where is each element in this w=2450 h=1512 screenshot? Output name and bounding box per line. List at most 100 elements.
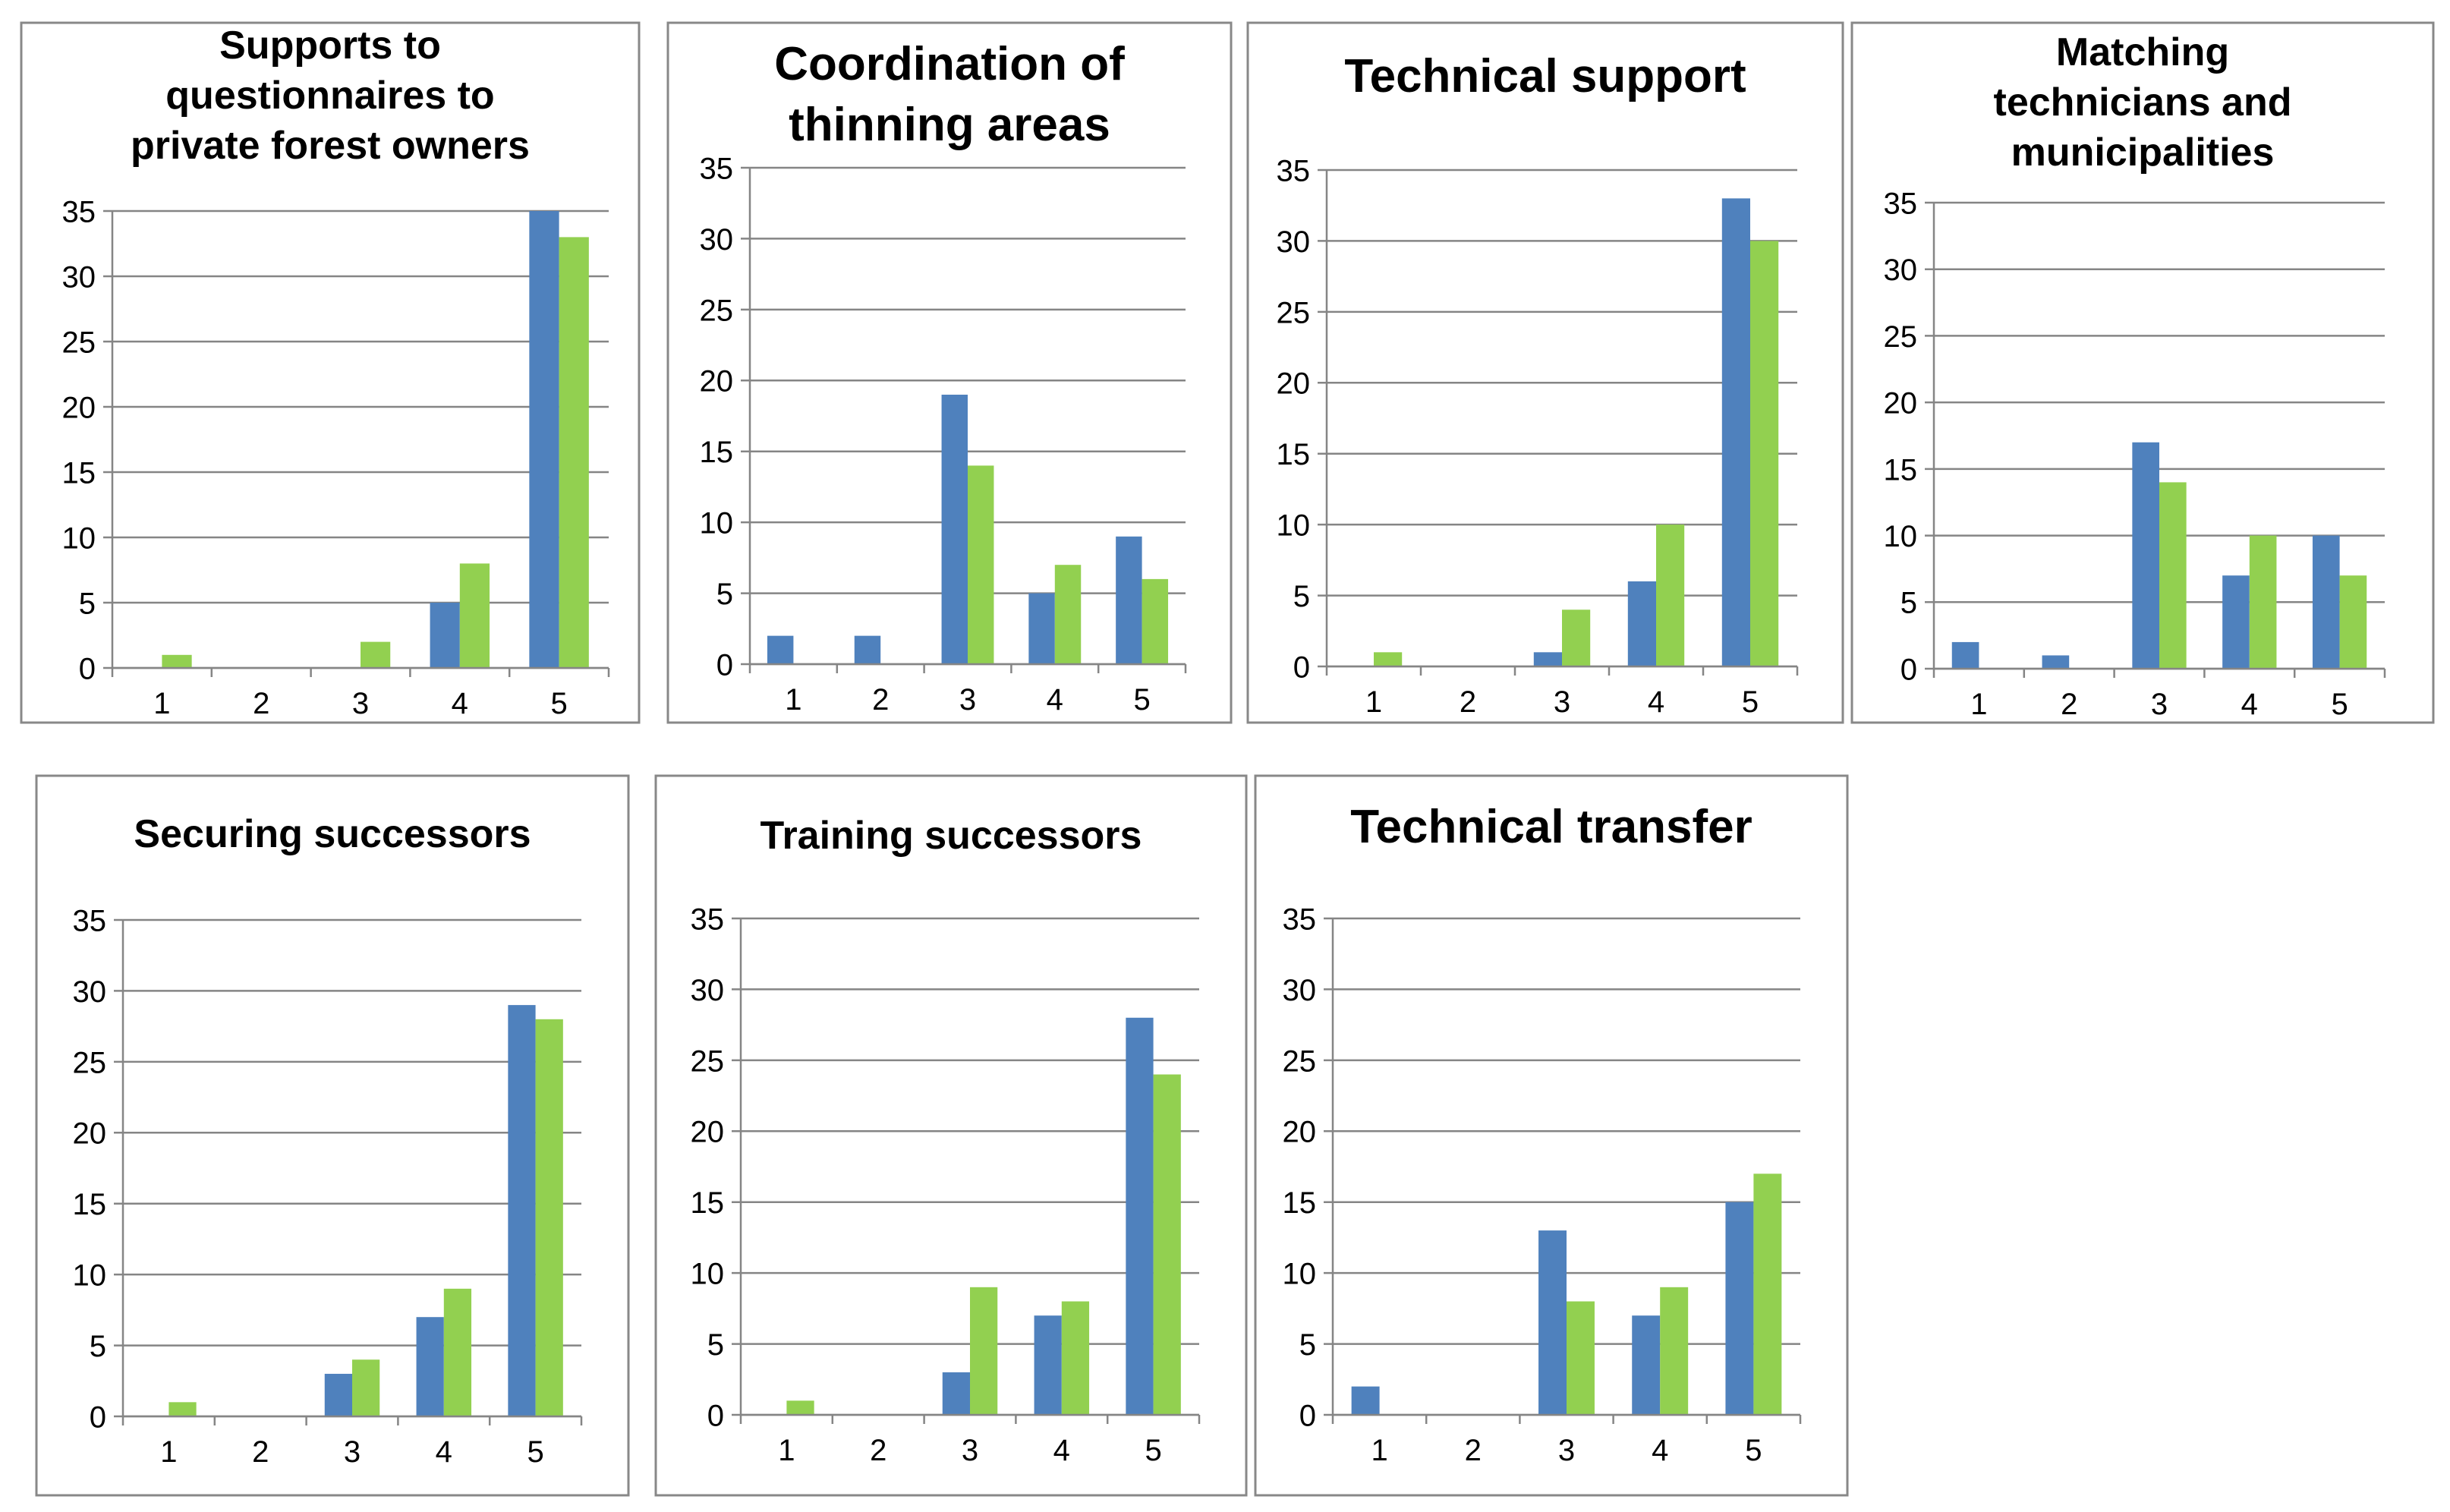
x-tick-label: 5 xyxy=(550,687,567,720)
bar-series-2-cat-3 xyxy=(970,1287,998,1415)
bar-series-2-cat-4 xyxy=(1660,1287,1689,1415)
y-tick-label: 25 xyxy=(1884,320,1918,354)
x-tick-label: 5 xyxy=(2331,688,2348,721)
x-tick-label: 3 xyxy=(1558,1434,1575,1467)
bar-series-2-cat-4 xyxy=(2249,535,2277,669)
x-tick-label: 2 xyxy=(870,1434,886,1467)
x-tick-label: 4 xyxy=(1648,685,1664,719)
bar-series-2-cat-1 xyxy=(162,654,192,668)
bar-series-1-cat-4 xyxy=(416,1317,444,1416)
x-tick-label: 5 xyxy=(1133,683,1150,717)
x-tick-label: 2 xyxy=(872,683,889,717)
bar-series-1-cat-1 xyxy=(1351,1386,1380,1415)
chart-title-line: Supports to xyxy=(219,24,441,68)
chart-panel-6: Training successors 0 5 10 15 20 25 30 35 1 2 3 4 5 xyxy=(654,774,1248,1497)
bar-series-1-cat-4 xyxy=(1632,1315,1661,1415)
y-tick-label: 15 xyxy=(1277,438,1311,471)
bar-series-2-cat-4 xyxy=(1061,1301,1090,1415)
bar-series-2-cat-1 xyxy=(1374,652,1403,666)
bar-series-1-cat-3 xyxy=(1538,1230,1567,1415)
x-tick-label: 3 xyxy=(962,1434,978,1467)
chart-title-line: Technical transfer xyxy=(1350,801,1752,853)
y-tick-label: 10 xyxy=(62,521,96,555)
bar-series-2-cat-4 xyxy=(1054,565,1082,664)
bar-series-2-cat-5 xyxy=(1753,1173,1782,1415)
chart-title-line: Training successors xyxy=(761,814,1142,858)
y-tick-label: 10 xyxy=(1283,1258,1317,1291)
bar-series-2-cat-1 xyxy=(786,1400,814,1415)
y-tick-label: 35 xyxy=(1277,154,1311,187)
x-tick-label: 5 xyxy=(1745,1434,1762,1467)
bar-series-2-cat-1 xyxy=(168,1402,197,1416)
y-tick-label: 35 xyxy=(73,904,107,937)
y-tick-label: 5 xyxy=(707,1328,724,1362)
y-tick-label: 30 xyxy=(700,223,734,257)
chart-panel-4: Matching technicians and municipalities 0 5 1… xyxy=(1850,21,2435,724)
y-tick-label: 0 xyxy=(707,1399,724,1432)
y-tick-label: 35 xyxy=(700,152,734,185)
x-tick-label: 3 xyxy=(1554,685,1570,719)
bar-series-2-cat-3 xyxy=(2159,482,2187,669)
bar-series-2-cat-3 xyxy=(1562,610,1591,666)
bar-series-1-cat-2 xyxy=(854,635,881,664)
y-tick-label: 20 xyxy=(1277,367,1311,401)
y-tick-label: 25 xyxy=(62,326,96,359)
x-tick-label: 2 xyxy=(2061,688,2077,721)
bar-series-1-cat-1 xyxy=(1951,641,1979,669)
x-tick-label: 1 xyxy=(1365,685,1382,719)
x-tick-label: 4 xyxy=(452,687,468,720)
y-tick-label: 20 xyxy=(1283,1116,1317,1149)
chart-title-line: thinning areas xyxy=(789,99,1110,151)
bar-series-1-cat-5 xyxy=(1116,536,1142,664)
bar-series-1-cat-3 xyxy=(324,1373,352,1416)
y-tick-label: 5 xyxy=(716,578,733,611)
y-tick-label: 5 xyxy=(90,1330,106,1363)
x-tick-label: 4 xyxy=(1053,1434,1070,1467)
bar-series-1-cat-1 xyxy=(767,635,794,664)
bar-series-1-cat-5 xyxy=(508,1005,536,1416)
y-tick-label: 35 xyxy=(691,902,725,936)
y-tick-label: 15 xyxy=(73,1188,107,1221)
y-tick-label: 10 xyxy=(700,507,734,540)
y-tick-label: 30 xyxy=(1283,974,1317,1007)
x-tick-label: 2 xyxy=(1460,685,1476,719)
bar-series-1-cat-4 xyxy=(1627,581,1656,666)
chart-title-line: Coordination of xyxy=(774,38,1125,90)
chart-panel-3: Technical support 0 5 10 15 20 25 30 35 1 2 3 4 5 xyxy=(1246,21,1844,724)
bar-series-2-cat-4 xyxy=(443,1288,472,1416)
y-tick-label: 35 xyxy=(1884,187,1918,220)
bar-series-1-cat-5 xyxy=(1126,1017,1154,1415)
y-tick-label: 25 xyxy=(1283,1044,1317,1078)
bar-series-1-cat-5 xyxy=(2312,535,2340,669)
y-tick-label: 0 xyxy=(1299,1399,1316,1432)
y-tick-label: 30 xyxy=(1277,225,1311,259)
y-tick-label: 25 xyxy=(1277,296,1311,329)
chart-title-line: Matching xyxy=(2056,30,2229,74)
y-tick-label: 35 xyxy=(1283,902,1317,936)
x-tick-label: 4 xyxy=(1652,1434,1668,1467)
y-tick-label: 15 xyxy=(62,456,96,490)
y-tick-label: 5 xyxy=(1900,587,1917,620)
bar-series-2-cat-5 xyxy=(535,1019,563,1416)
x-tick-label: 4 xyxy=(1047,683,1063,717)
bar-series-1-cat-4 xyxy=(1028,593,1055,664)
y-tick-label: 0 xyxy=(79,652,96,685)
y-tick-label: 20 xyxy=(700,365,734,398)
y-tick-label: 20 xyxy=(73,1117,107,1151)
y-tick-label: 30 xyxy=(62,260,96,294)
bar-series-2-cat-4 xyxy=(1656,524,1685,666)
bar-series-2-cat-5 xyxy=(1153,1074,1181,1415)
y-tick-label: 35 xyxy=(62,195,96,228)
x-tick-label: 1 xyxy=(160,1435,177,1469)
y-tick-label: 30 xyxy=(73,975,107,1009)
x-tick-label: 3 xyxy=(344,1435,361,1469)
bar-series-1-cat-2 xyxy=(2042,655,2070,669)
bar-series-2-cat-4 xyxy=(459,563,490,668)
bar-series-2-cat-3 xyxy=(352,1359,380,1416)
y-tick-label: 15 xyxy=(691,1186,725,1220)
y-tick-label: 5 xyxy=(1299,1328,1316,1362)
y-tick-label: 10 xyxy=(691,1258,725,1291)
x-tick-label: 2 xyxy=(252,1435,269,1469)
bar-series-1-cat-4 xyxy=(2222,575,2250,669)
